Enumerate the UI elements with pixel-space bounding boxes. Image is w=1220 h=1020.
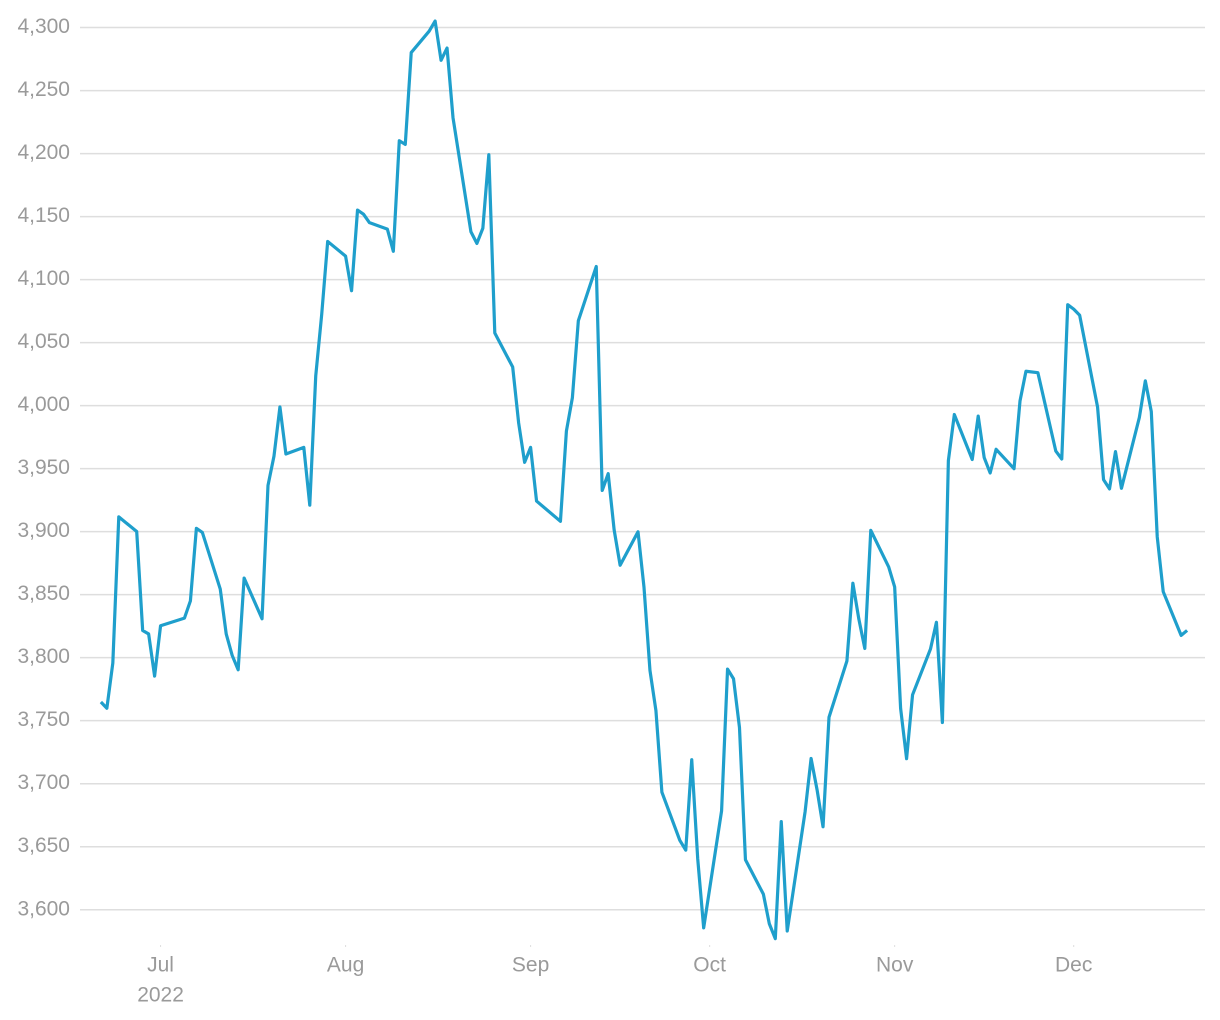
- x-tick-label: Nov: [876, 954, 914, 977]
- y-tick-label: 4,050: [17, 330, 70, 353]
- y-tick-label: 4,200: [17, 141, 70, 164]
- x-tick-label: Dec: [1055, 954, 1092, 977]
- y-tick-label: 3,650: [17, 834, 70, 857]
- x-tick-label: Sep: [512, 954, 549, 977]
- y-tick-label: 4,150: [17, 204, 70, 227]
- y-tick-label: 3,600: [17, 897, 70, 920]
- y-tick-label: 3,800: [17, 645, 70, 668]
- y-tick-label: 4,100: [17, 267, 70, 290]
- x-tick-label: Jul: [147, 954, 174, 977]
- y-tick-label: 4,300: [17, 15, 70, 38]
- y-tick-label: 3,950: [17, 456, 70, 479]
- line-series: [99, 19, 1189, 941]
- y-tick-label: 3,900: [17, 519, 70, 542]
- y-tick-label: 3,700: [17, 771, 70, 794]
- x-tick-label: Aug: [327, 954, 364, 977]
- x-year-label: 2022: [137, 984, 184, 1007]
- x-tick-label: Oct: [693, 954, 726, 977]
- y-tick-label: 3,850: [17, 582, 70, 605]
- y-tick-label: 4,000: [17, 393, 70, 416]
- y-tick-label: 4,250: [17, 78, 70, 101]
- y-tick-label: 3,750: [17, 708, 70, 731]
